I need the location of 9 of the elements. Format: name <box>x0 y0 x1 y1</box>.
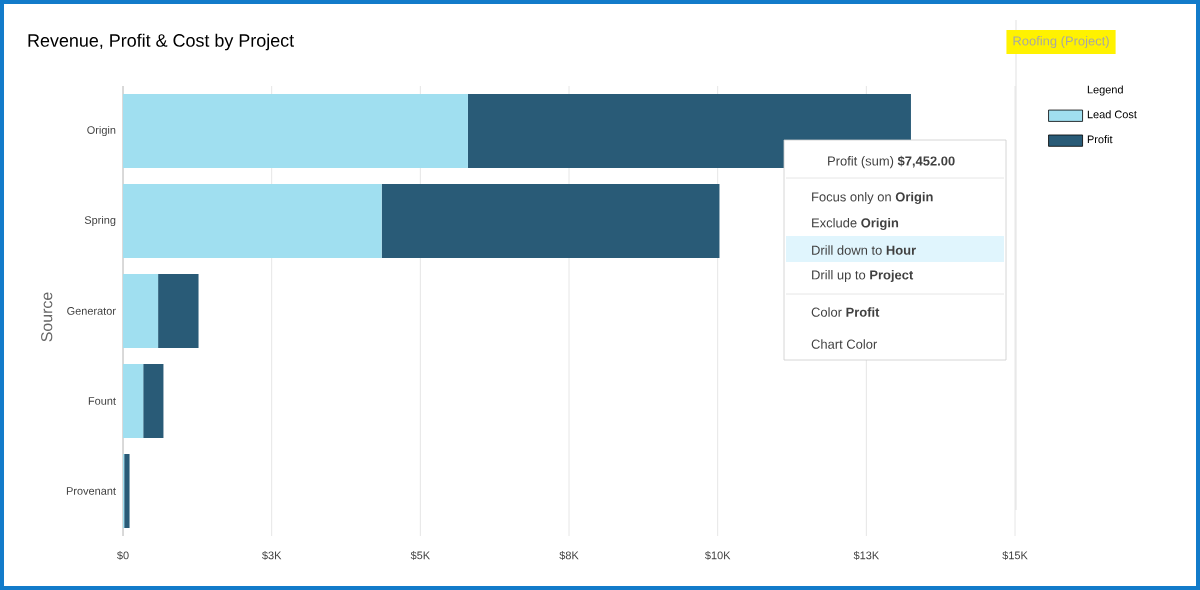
bar <box>123 274 159 349</box>
bar <box>158 274 199 349</box>
bar <box>123 184 382 259</box>
bar <box>123 364 144 439</box>
chart-title: Revenue, Profit & Cost by Project <box>28 33 294 51</box>
bar <box>124 454 130 529</box>
bar <box>381 184 720 259</box>
bar <box>143 364 164 439</box>
bar <box>123 94 468 169</box>
